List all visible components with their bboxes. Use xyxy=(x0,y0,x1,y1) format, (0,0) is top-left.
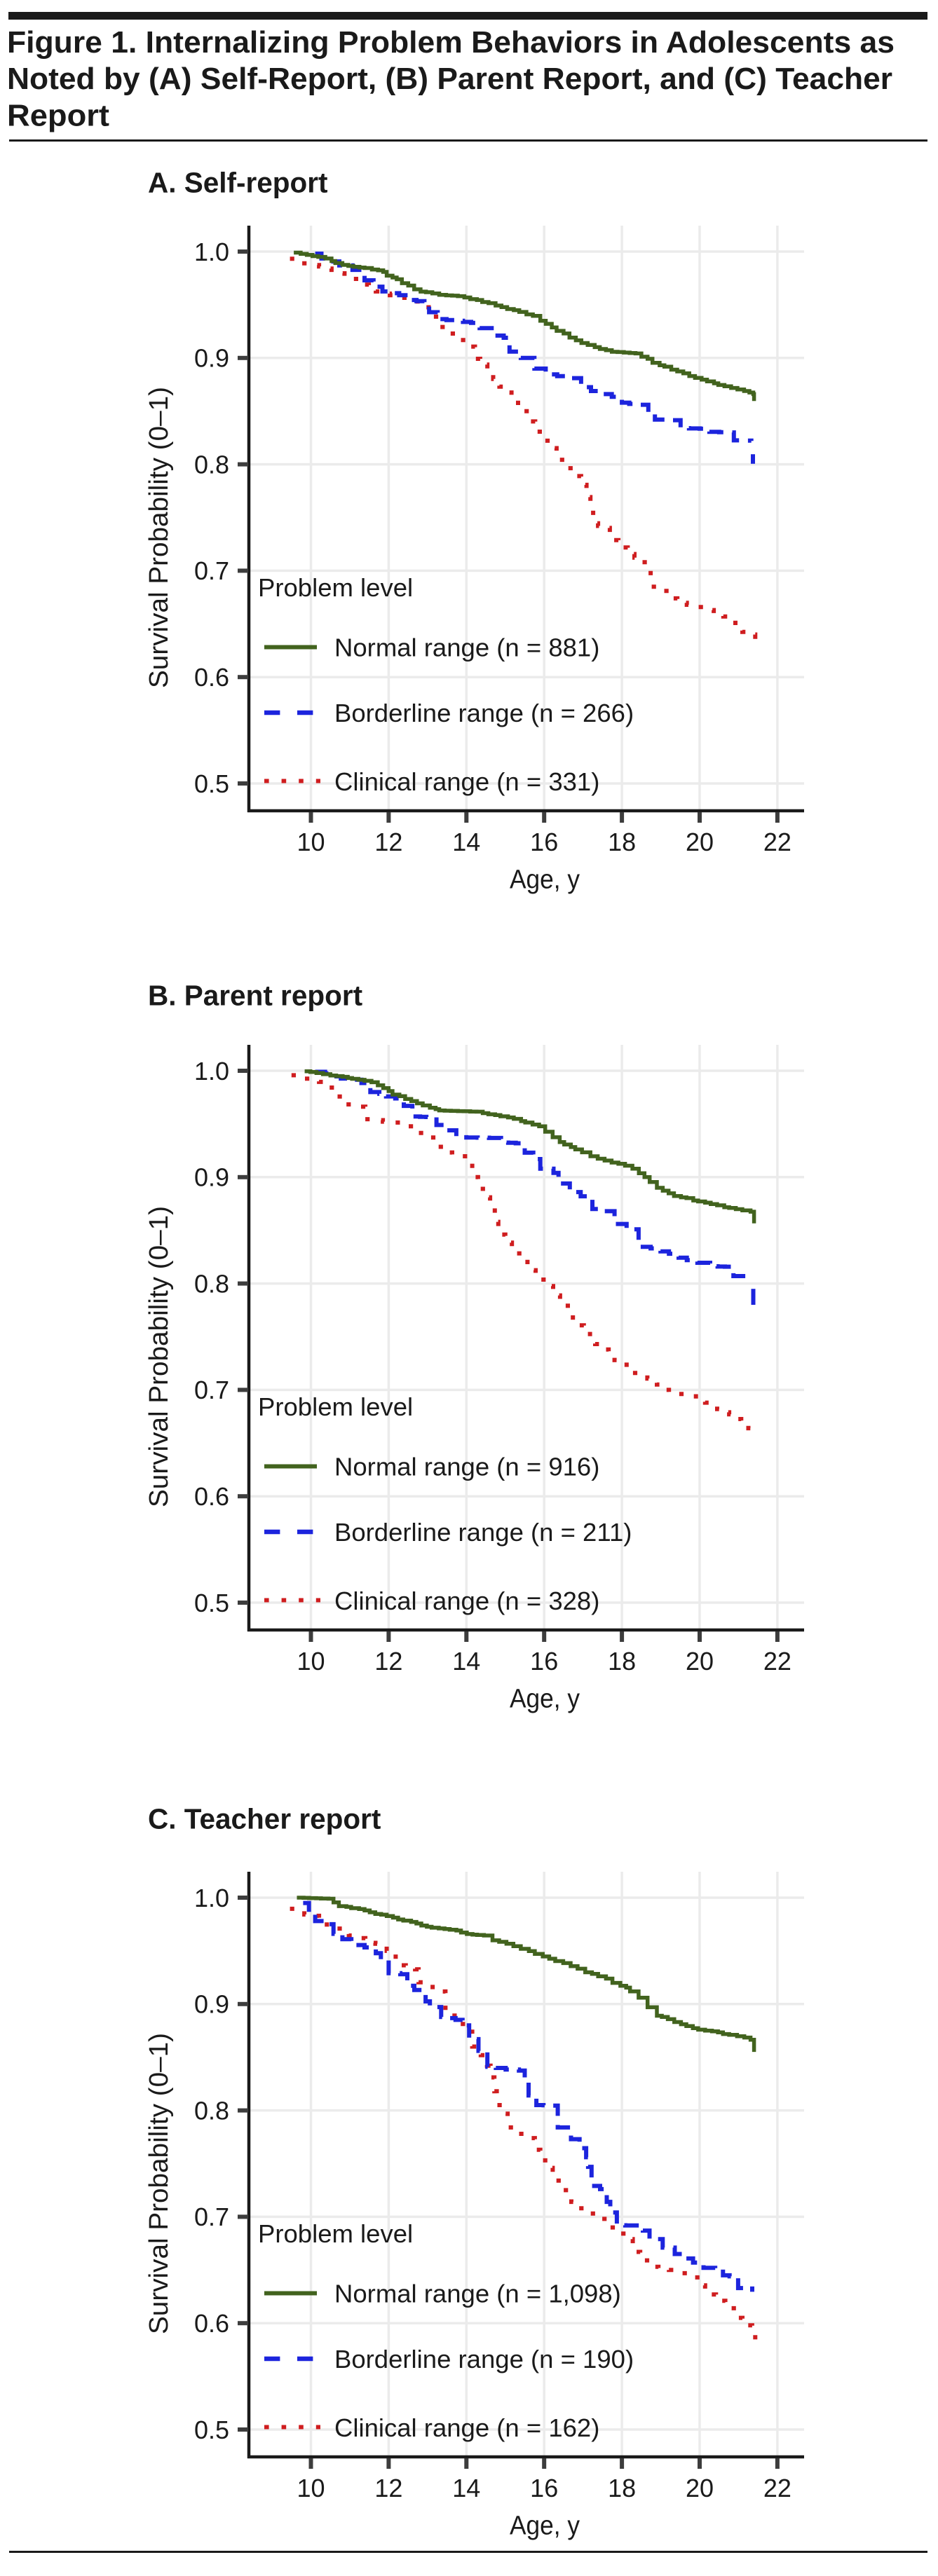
svg-text:16: 16 xyxy=(530,1647,558,1676)
svg-text:22: 22 xyxy=(763,828,791,856)
svg-text:Age, y: Age, y xyxy=(510,1685,580,1714)
svg-text:0.7: 0.7 xyxy=(194,556,229,585)
svg-text:14: 14 xyxy=(452,1647,480,1676)
svg-text:1.0: 1.0 xyxy=(194,238,229,266)
svg-text:12: 12 xyxy=(374,1647,402,1676)
svg-text:0.6: 0.6 xyxy=(194,2309,229,2338)
svg-text:Borderline range (n = 266): Borderline range (n = 266) xyxy=(334,699,634,727)
svg-text:Clinical range (n = 331): Clinical range (n = 331) xyxy=(334,767,599,796)
svg-text:14: 14 xyxy=(452,2474,480,2502)
svg-text:10: 10 xyxy=(297,2474,325,2502)
svg-text:Age, y: Age, y xyxy=(510,865,580,895)
svg-text:12: 12 xyxy=(374,2474,402,2502)
svg-text:Report: Report xyxy=(7,99,109,133)
svg-text:Figure 1. Internalizing Proble: Figure 1. Internalizing Problem Behavior… xyxy=(7,25,895,60)
svg-text:16: 16 xyxy=(530,828,558,856)
svg-text:0.5: 0.5 xyxy=(194,1589,229,1617)
svg-text:Borderline range (n = 211): Borderline range (n = 211) xyxy=(334,1518,632,1547)
svg-text:18: 18 xyxy=(608,828,636,856)
svg-text:22: 22 xyxy=(763,1647,791,1676)
svg-text:20: 20 xyxy=(686,1647,714,1676)
svg-text:18: 18 xyxy=(608,1647,636,1676)
svg-text:10: 10 xyxy=(297,828,325,856)
svg-text:0.5: 0.5 xyxy=(194,2416,229,2444)
svg-text:0.9: 0.9 xyxy=(194,344,229,373)
svg-text:18: 18 xyxy=(608,2474,636,2502)
svg-text:0.6: 0.6 xyxy=(194,663,229,692)
svg-text:Clinical range (n = 328): Clinical range (n = 328) xyxy=(334,1587,599,1615)
svg-text:14: 14 xyxy=(452,828,480,856)
svg-text:0.9: 0.9 xyxy=(194,1990,229,2019)
svg-text:Normal range (n = 1,098): Normal range (n = 1,098) xyxy=(334,2280,621,2308)
svg-text:Problem level: Problem level xyxy=(258,1392,413,1421)
svg-text:0.9: 0.9 xyxy=(194,1163,229,1192)
svg-text:Survival Probability (0–1): Survival Probability (0–1) xyxy=(144,2033,174,2334)
svg-text:1.0: 1.0 xyxy=(194,1057,229,1085)
svg-text:Age, y: Age, y xyxy=(510,2512,580,2541)
svg-text:0.8: 0.8 xyxy=(194,450,229,479)
svg-text:Problem level: Problem level xyxy=(258,573,413,602)
svg-text:B. Parent report: B. Parent report xyxy=(148,980,362,1012)
svg-text:0.8: 0.8 xyxy=(194,2096,229,2125)
svg-text:10: 10 xyxy=(297,1647,325,1676)
svg-text:20: 20 xyxy=(686,2474,714,2502)
svg-text:Noted by (A) Self-Report, (B): Noted by (A) Self-Report, (B) Parent Rep… xyxy=(7,62,892,96)
svg-text:20: 20 xyxy=(686,828,714,856)
svg-text:12: 12 xyxy=(374,828,402,856)
svg-text:Borderline range (n = 190): Borderline range (n = 190) xyxy=(334,2345,634,2373)
svg-text:Normal range (n = 916): Normal range (n = 916) xyxy=(334,1453,599,1481)
svg-text:Survival Probability (0–1): Survival Probability (0–1) xyxy=(144,1206,174,1507)
svg-text:Problem level: Problem level xyxy=(258,2219,413,2248)
svg-text:0.5: 0.5 xyxy=(194,769,229,798)
svg-text:0.7: 0.7 xyxy=(194,1376,229,1404)
svg-text:1.0: 1.0 xyxy=(194,1884,229,1912)
svg-text:0.8: 0.8 xyxy=(194,1269,229,1298)
svg-text:22: 22 xyxy=(763,2474,791,2502)
svg-text:Normal range (n = 881): Normal range (n = 881) xyxy=(334,633,599,662)
svg-text:Survival Probability (0–1): Survival Probability (0–1) xyxy=(144,387,174,688)
svg-text:A. Self-report: A. Self-report xyxy=(148,167,328,199)
svg-text:0.6: 0.6 xyxy=(194,1482,229,1511)
svg-text:0.7: 0.7 xyxy=(194,2202,229,2231)
svg-text:16: 16 xyxy=(530,2474,558,2502)
svg-text:Clinical range (n = 162): Clinical range (n = 162) xyxy=(334,2413,599,2442)
svg-text:C. Teacher report: C. Teacher report xyxy=(148,1803,381,1835)
